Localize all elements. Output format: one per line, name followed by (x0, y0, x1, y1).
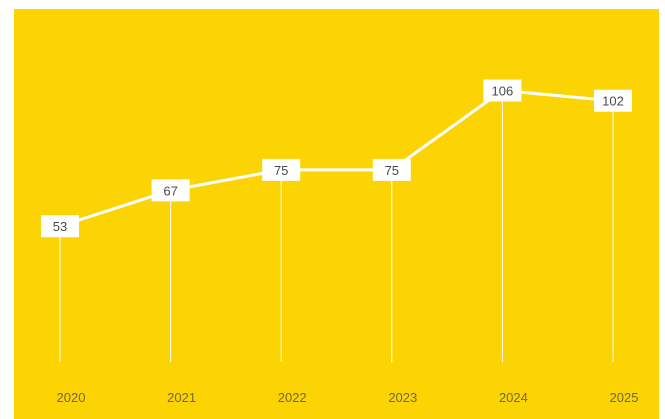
data-label-2025: 102 (594, 89, 632, 112)
data-label-box (372, 158, 411, 181)
data-label-box (41, 215, 79, 238)
drop-lines (59, 90, 614, 362)
data-label-box (151, 179, 190, 202)
data-labels: 53 67 75 75 106 102 (41, 79, 632, 238)
chart-background (14, 9, 659, 419)
data-label-box (594, 89, 632, 112)
x-tick-label-2023: 2023 (388, 390, 417, 405)
line-chart: 53 67 75 75 106 102 2020 2021 2022 2023 2024 2025 (14, 9, 659, 419)
data-label-text: 67 (163, 183, 177, 198)
data-label-2022: 75 (262, 158, 301, 181)
data-label-2024: 106 (483, 79, 522, 102)
data-label-text: 53 (53, 219, 67, 234)
x-tick-label-2025: 2025 (610, 390, 639, 405)
data-label-text: 106 (492, 83, 514, 98)
x-axis-tick-labels: 2020 2021 2022 2023 2024 2025 (57, 390, 639, 405)
data-label-text: 75 (385, 163, 399, 178)
data-label-box (483, 79, 522, 102)
x-tick-label-2022: 2022 (278, 390, 307, 405)
data-label-text: 75 (274, 163, 288, 178)
data-label-2020: 53 (41, 215, 79, 238)
data-label-box (262, 158, 301, 181)
data-label-2021: 67 (151, 179, 190, 202)
x-tick-label-2020: 2020 (57, 390, 86, 405)
data-label-2023: 75 (372, 158, 411, 181)
x-tick-label-2024: 2024 (499, 390, 528, 405)
chart-container: 53 67 75 75 106 102 2020 2021 2022 2023 2024 2025 (14, 9, 659, 419)
data-label-text: 102 (602, 94, 624, 109)
x-tick-label-2021: 2021 (167, 390, 196, 405)
